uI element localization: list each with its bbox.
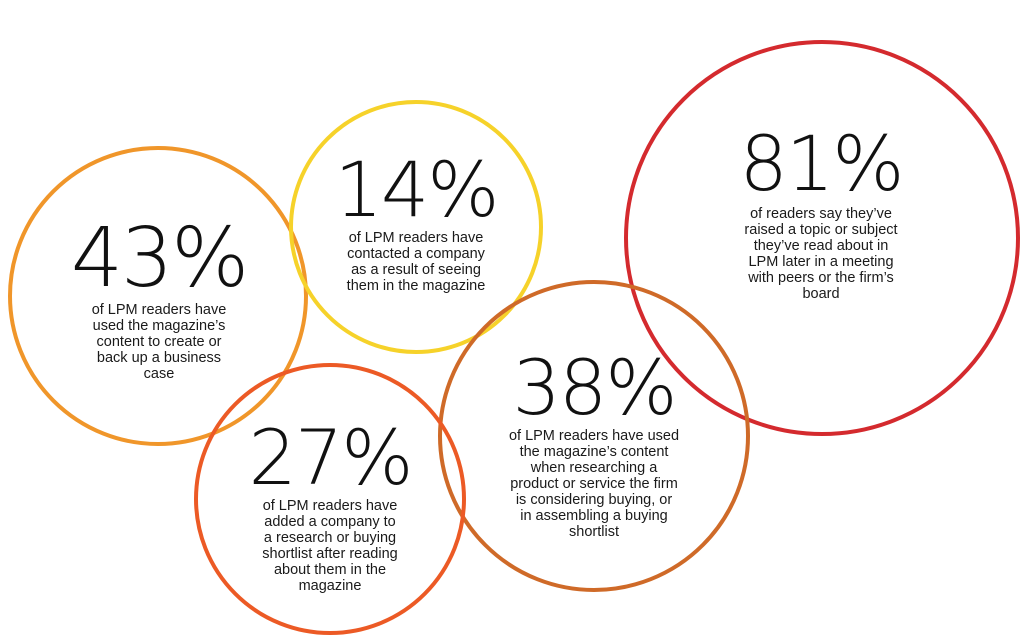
stat-81-value: 81% xyxy=(739,119,905,208)
stat-81-line-6: board xyxy=(802,286,840,302)
stat-43: 43% of LPM readers have used the magazin… xyxy=(48,211,270,383)
circle-43 xyxy=(8,146,308,446)
stat-43-line-3: content to create or xyxy=(96,334,222,350)
stat-27-value: 27% xyxy=(248,413,414,502)
stat-14-line-4: them in the magazine xyxy=(346,278,486,294)
stat-81-line-4: LPM later in a meeting xyxy=(748,254,894,270)
stat-38-line-3: when researching a xyxy=(530,460,658,476)
stat-38-line-5: is considering buying, or xyxy=(515,492,673,508)
circle-81 xyxy=(624,40,1020,436)
stat-27-line-2: added a company to xyxy=(264,514,396,530)
stat-38-line-7: shortlist xyxy=(569,524,619,540)
stat-43-value: 43% xyxy=(70,211,249,306)
stat-38-line-1: of LPM readers have used xyxy=(508,428,680,444)
stat-81-line-3: they’ve read about in xyxy=(753,238,889,254)
stat-43-line-5: case xyxy=(143,366,175,382)
stat-27-line-3: a research or buying xyxy=(263,530,397,546)
stat-81-line-5: with peers or the firm’s xyxy=(748,270,894,286)
circle-27 xyxy=(194,363,466,635)
stat-43-line-1: of LPM readers have xyxy=(91,302,227,318)
stat-27-line-1: of LPM readers have xyxy=(262,498,398,514)
stat-27-line-5: about them in the xyxy=(273,562,387,578)
stat-27-line-6: magazine xyxy=(298,578,362,594)
stat-81: 81% of readers say they’ve raised a topi… xyxy=(710,119,932,303)
stat-43-line-2: used the magazine’s xyxy=(92,318,226,334)
stat-38: 38% of LPM readers have used the magazin… xyxy=(480,343,708,541)
stat-81-line-2: raised a topic or subject xyxy=(744,222,898,238)
stat-81-line-1: of readers say they’ve xyxy=(750,206,892,222)
stat-27: 27% of LPM readers have added a company … xyxy=(226,413,434,595)
stat-38-line-4: product or service the firm xyxy=(510,476,678,492)
stat-14: 14% of LPM readers have contacted a comp… xyxy=(318,145,514,295)
circle-14 xyxy=(289,100,543,354)
stat-14-line-3: as a result of seeing xyxy=(351,262,481,278)
stat-14-line-2: contacted a company xyxy=(347,246,485,262)
stat-27-line-4: shortlist after reading xyxy=(262,546,398,562)
stat-38-line-2: the magazine’s content xyxy=(519,444,669,460)
stat-38-value: 38% xyxy=(512,343,678,432)
stat-14-line-1: of LPM readers have xyxy=(348,230,484,246)
stat-43-line-4: back up a business xyxy=(96,350,222,366)
stat-38-line-6: in assembling a buying xyxy=(520,508,668,524)
stat-14-value: 14% xyxy=(334,145,500,234)
